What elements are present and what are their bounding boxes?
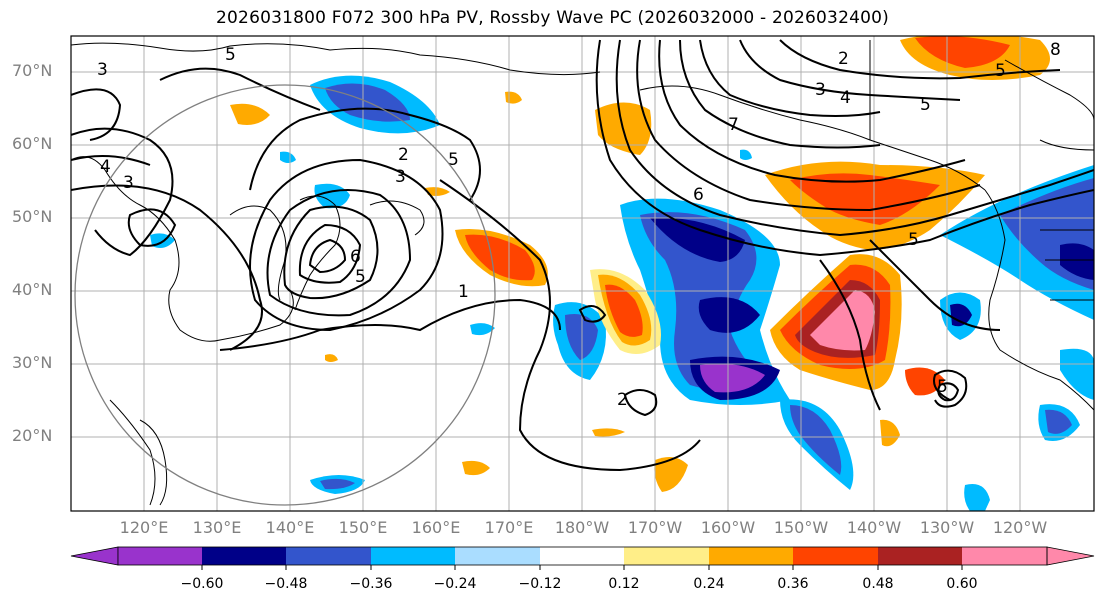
lat-label-70n: 70°N — [12, 61, 53, 80]
lon-label-120w: 120°W — [992, 518, 1048, 537]
colorbar-tick: 0.36 — [777, 576, 809, 592]
colorbar-segment — [118, 547, 202, 565]
contour-label: 2 — [398, 145, 409, 165]
colorbar-segment — [286, 547, 371, 565]
lon-label-120e: 120°E — [119, 518, 169, 537]
contour-label: 4 — [840, 88, 851, 108]
colorbar-tick: −0.24 — [433, 576, 477, 592]
contour-label: 3 — [97, 60, 108, 80]
contour-label: 5 — [920, 95, 931, 115]
reference-circle — [74, 84, 496, 506]
contour-label: 3 — [815, 80, 826, 100]
lon-label-150e: 150°E — [338, 518, 388, 537]
lon-label-160w: 160°W — [700, 518, 756, 537]
colorbar — [70, 546, 1095, 570]
colorbar-tick: −0.12 — [518, 576, 562, 592]
contour-label: 6 — [693, 185, 704, 205]
colorbar-tick: −0.36 — [349, 576, 393, 592]
lon-label-150w: 150°W — [773, 518, 829, 537]
contour-label: 5 — [225, 45, 236, 65]
lon-label-140e: 140°E — [265, 518, 315, 537]
colorbar-tick: −0.60 — [180, 576, 224, 592]
contour-label: 5 — [448, 150, 459, 170]
lat-label-50n: 50°N — [12, 207, 53, 226]
pv-anomaly-shading — [150, 36, 1094, 511]
lat-lon-grid — [71, 36, 1094, 511]
colorbar-tick: 0.12 — [608, 576, 640, 592]
colorbar-segment — [371, 547, 455, 565]
contour-label: 5 — [937, 377, 948, 397]
colorbar-low-extend — [70, 546, 119, 566]
contour-label: 5 — [995, 61, 1006, 81]
lon-label-170w: 170°W — [627, 518, 683, 537]
contour-labels: 1 3 3 4 5 2 3 5 5 6 2 3 4 5 7 6 5 8 5 2 … — [97, 40, 1061, 410]
lat-label-30n: 30°N — [12, 353, 53, 372]
colorbar-segment — [962, 547, 1047, 565]
colorbar-segment — [793, 547, 878, 565]
contour-label: 1 — [458, 282, 469, 302]
contour-label: 7 — [728, 115, 739, 135]
colorbar-segment — [878, 547, 962, 565]
colorbar-tick: −0.48 — [264, 576, 308, 592]
contour-label: 2 — [617, 390, 628, 410]
contour-label: 3 — [395, 167, 406, 187]
lat-label-60n: 60°N — [12, 134, 53, 153]
colorbar-tick: 0.60 — [946, 576, 978, 592]
contour-label: 2 — [838, 49, 849, 69]
contour-label: 5 — [908, 230, 919, 250]
colorbar-segment — [540, 547, 624, 565]
lon-label-130e: 130°E — [192, 518, 242, 537]
lat-label-20n: 20°N — [12, 426, 53, 445]
contour-label: 8 — [1050, 40, 1061, 60]
colorbar-tick: 0.48 — [862, 576, 894, 592]
lon-label-170e: 170°E — [484, 518, 534, 537]
map-frame — [70, 35, 1095, 512]
colorbar-tick: 0.24 — [693, 576, 725, 592]
lon-label-180w: 180°W — [554, 518, 610, 537]
colorbar-high-extend — [1046, 546, 1095, 566]
map-title: 2026031800 F072 300 hPa PV, Rossby Wave … — [216, 8, 889, 28]
contour-label: 4 — [100, 157, 111, 177]
lon-label-160e: 160°E — [411, 518, 461, 537]
colorbar-segment — [624, 547, 709, 565]
lon-label-140w: 140°W — [846, 518, 902, 537]
colorbar-segment — [202, 547, 286, 565]
pv-contours — [71, 39, 1094, 472]
colorbar-segment — [709, 547, 793, 565]
contour-label: 3 — [123, 173, 134, 193]
lon-label-130w: 130°W — [919, 518, 975, 537]
contour-label: 5 — [355, 267, 366, 287]
colorbar-segment — [455, 547, 540, 565]
lat-label-40n: 40°N — [12, 280, 53, 299]
contour-label: 6 — [350, 247, 361, 267]
